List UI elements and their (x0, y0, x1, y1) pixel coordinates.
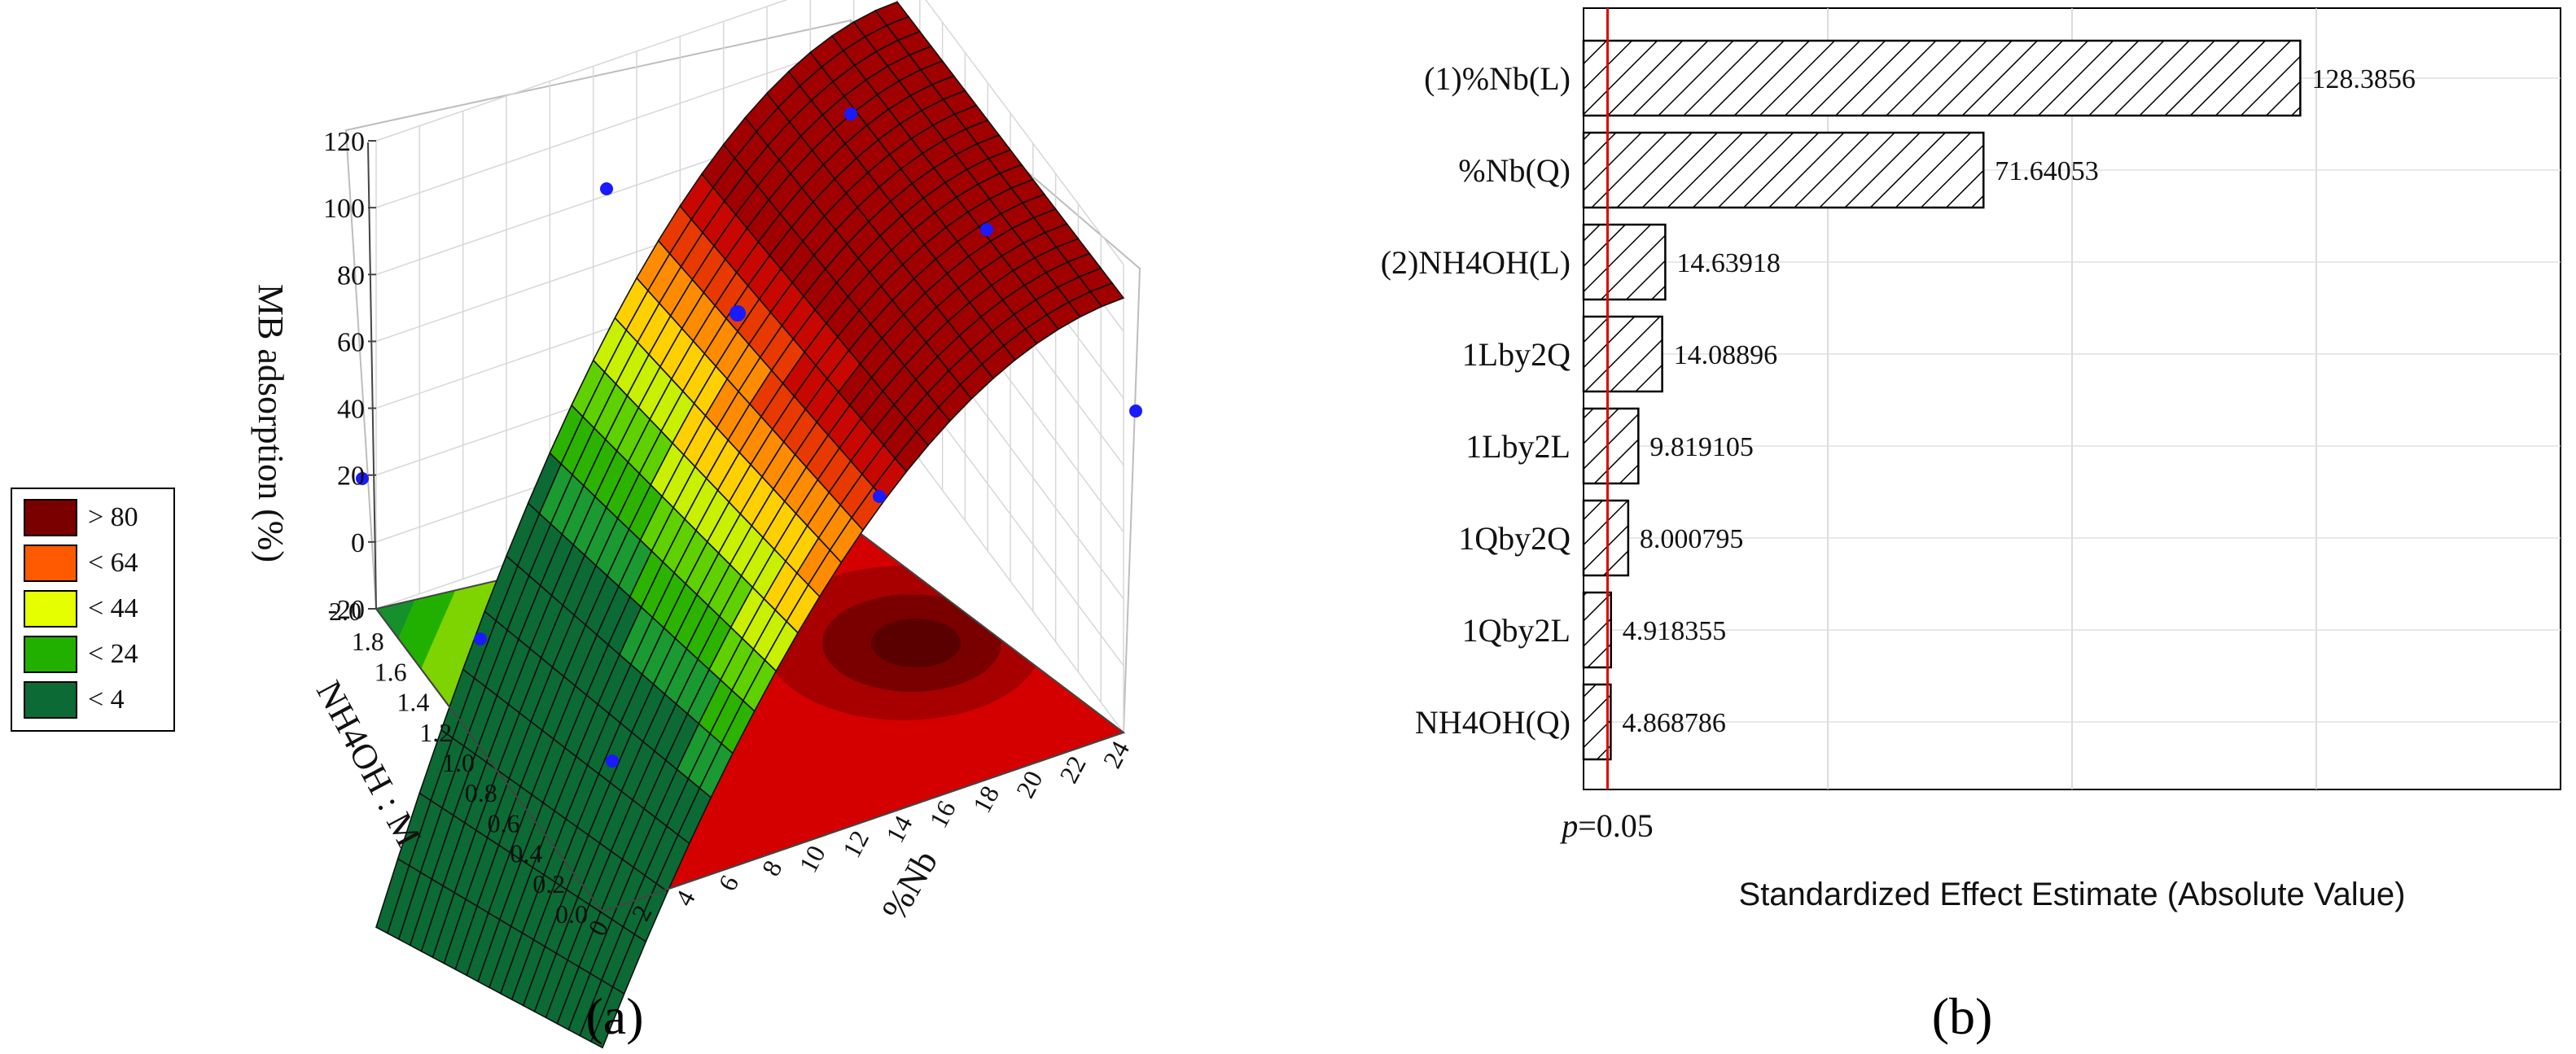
value-label: 4.918355 (1623, 616, 1727, 646)
panel-a-label: (a) (585, 987, 643, 1045)
x-tick-label: 24 (1097, 736, 1135, 772)
category-label: 1Qby2Q (1458, 520, 1571, 557)
legend-label: < 44 (88, 593, 138, 623)
z-axis-ticks: -20 0 20 40 60 80 100 120 (323, 127, 376, 625)
bar (1582, 315, 1663, 393)
y-tick-label: 0.4 (510, 839, 542, 868)
legend-swatch (24, 544, 77, 582)
legend-swatch (24, 681, 77, 719)
design-point (980, 223, 993, 236)
category-label: %Nb(Q) (1458, 152, 1571, 189)
value-label: 71.64053 (1995, 156, 2099, 186)
y-tick-label: 1.4 (396, 688, 429, 717)
bar (1582, 131, 1985, 209)
design-point (606, 754, 619, 768)
x-tick-label: 18 (966, 781, 1005, 817)
z-tick-label: 80 (337, 260, 365, 291)
x-tick-label: 10 (793, 841, 831, 877)
category-label: (2)NH4OH(L) (1381, 244, 1571, 281)
legend-label: < 24 (88, 639, 138, 669)
value-label: 14.63918 (1676, 248, 1781, 278)
category-label: 1Qby2L (1462, 612, 1571, 649)
design-points (356, 107, 1142, 768)
z-tick-label: 60 (337, 327, 365, 357)
design-point (474, 632, 487, 645)
value-label: 14.08896 (1674, 340, 1778, 370)
z-tick-label: 120 (323, 127, 365, 157)
x-tick-label: 16 (923, 796, 962, 833)
y-tick-label: 1.0 (442, 748, 475, 777)
x-tick-label: 8 (756, 855, 787, 881)
x-tick-label: 20 (1010, 766, 1049, 803)
x-tick-label: 22 (1054, 751, 1092, 788)
x-tick-label: 4 (669, 886, 701, 911)
z-tick-label: 100 (323, 194, 365, 224)
value-label: 4.868786 (1622, 708, 1726, 738)
legend-swatch (24, 590, 77, 628)
value-labels: 128.3856 71.64053 14.63918 14.08896 9.819105… (1622, 64, 2415, 738)
color-legend: > 80 < 64 < 44 < 24 < 4 (11, 488, 175, 732)
bar (1582, 223, 1667, 301)
y-tick-label: 0.8 (465, 778, 497, 807)
design-point (600, 182, 613, 195)
y-axis-ticks: 0.00.20.40.60.81.01.21.41.61.82.0 (329, 597, 588, 929)
legend-label: < 4 (88, 684, 125, 715)
x-axis-label: Standardized Effect Estimate (Absolute V… (1739, 877, 2406, 912)
response-surface (375, 1, 1125, 1049)
category-label: 1Lby2L (1465, 428, 1571, 465)
bars (1582, 39, 2302, 761)
bar (1582, 499, 1630, 577)
value-label: 128.3856 (2311, 64, 2416, 94)
y-tick-label: 1.8 (352, 627, 384, 656)
response-surface-chart: -20 0 20 40 60 80 100 120 MB adsorption (%) 0.0… (11, 0, 1142, 1049)
design-point (729, 305, 746, 321)
value-label: 8.000795 (1640, 524, 1744, 554)
design-point (844, 107, 857, 120)
x-tick-label: 6 (712, 870, 744, 895)
panel-b-label: (b) (1932, 987, 1993, 1045)
significance-label: p=0.05 (1559, 807, 1654, 844)
z-tick-label: 0 (351, 528, 365, 558)
legend-label: > 80 (88, 502, 138, 532)
y-tick-label: 1.6 (375, 657, 407, 686)
y-tick-label: 0.0 (555, 899, 588, 929)
category-labels: (1)%Nb(L) %Nb(Q) (2)NH4OH(L) 1Lby2Q 1Lby2L 1Q… (1381, 60, 1571, 741)
z-tick-label: 20 (337, 461, 365, 492)
design-point (873, 490, 886, 503)
x-tick-label: 12 (836, 825, 874, 862)
bar (1582, 39, 2302, 117)
x-axis-label: %Nb (874, 843, 946, 927)
gridlines (1584, 8, 2561, 789)
bar (1582, 407, 1640, 485)
bar (1582, 683, 1612, 761)
z-tick-label: 40 (337, 395, 365, 425)
value-label: 9.819105 (1649, 432, 1754, 462)
legend-swatch (24, 499, 77, 536)
y-tick-label: 0.6 (488, 808, 520, 838)
legend-swatch (24, 636, 77, 673)
surface-cell (1089, 282, 1125, 308)
category-label: NH4OH(Q) (1415, 704, 1571, 741)
y-tick-label: 0.2 (532, 869, 565, 899)
z-tick-label: -20 (328, 595, 365, 625)
pareto-chart: (1)%Nb(L) %Nb(Q) (2)NH4OH(L) 1Lby2Q 1Lby2L 1Q… (1381, 7, 2561, 1045)
y-tick-label: 2.0 (329, 597, 361, 626)
legend-label: < 64 (88, 548, 138, 578)
design-point (1129, 405, 1142, 418)
x-tick-label: 14 (880, 811, 918, 847)
z-axis-label: MB adsorption (%) (251, 284, 291, 562)
y-tick-label: 1.2 (419, 718, 452, 747)
design-point (356, 472, 369, 485)
category-label: (1)%Nb(L) (1424, 60, 1571, 97)
category-label: 1Lby2Q (1462, 336, 1571, 373)
